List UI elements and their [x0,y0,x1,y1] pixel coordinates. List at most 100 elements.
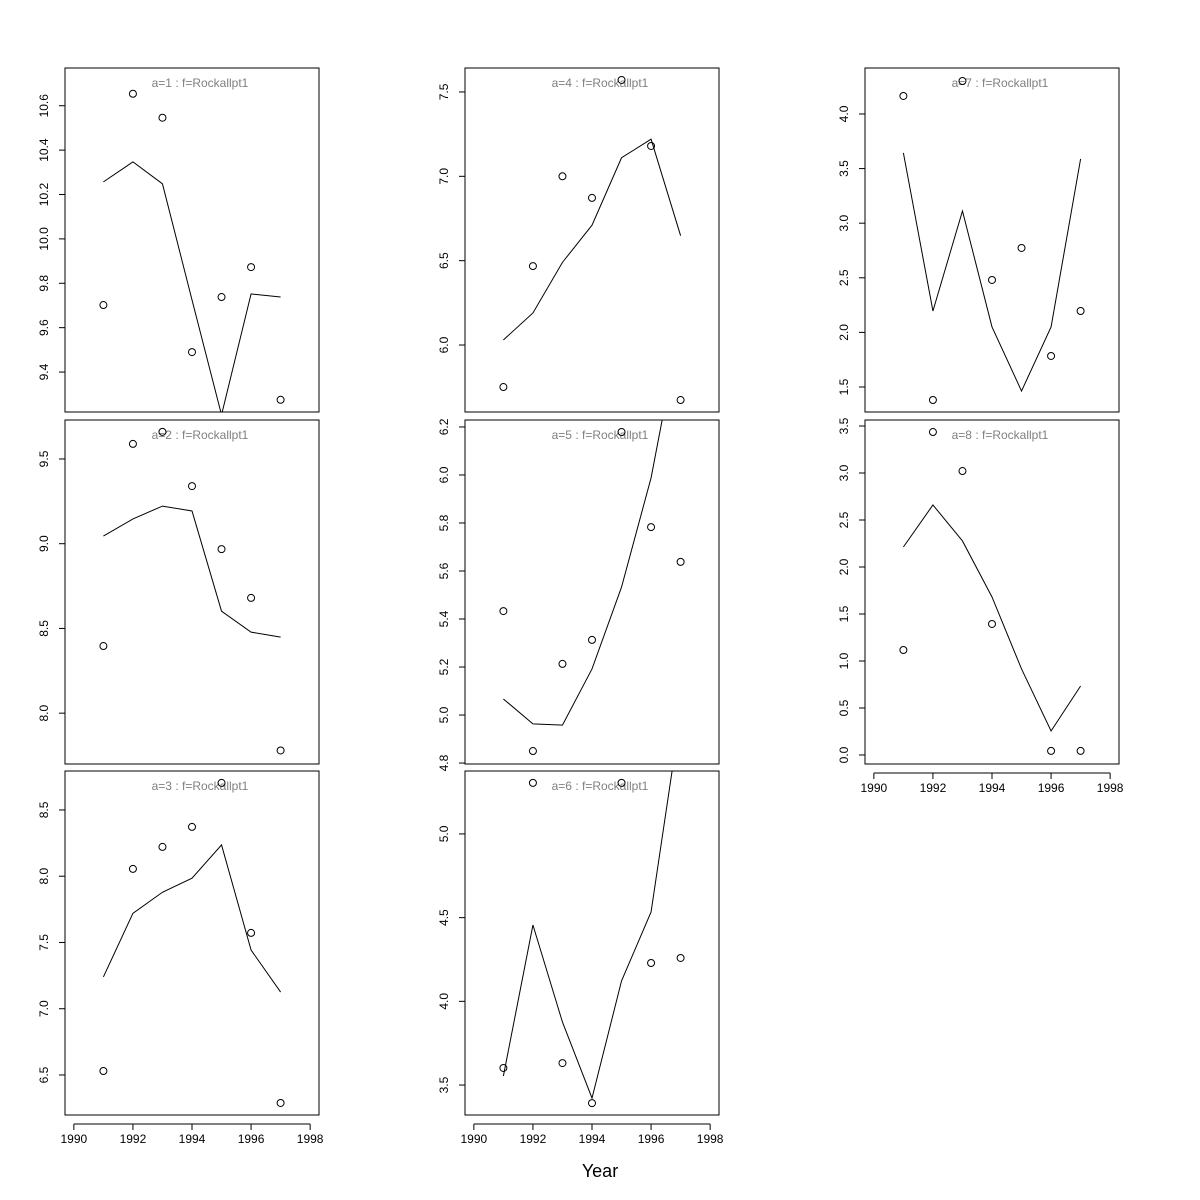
y-tick-label: 10.4 [37,138,51,162]
y-tick-label: 7.5 [437,83,451,100]
fitted-line [502,771,673,1100]
point [188,822,196,831]
y-tick-label: 9.0 [37,535,51,552]
point [276,746,285,755]
plot-area [99,89,285,412]
y-tick-label: 3.5 [437,1076,451,1093]
point [676,396,685,405]
y-tick-label: 4.0 [437,993,451,1010]
y-tick-label: 3.5 [837,417,851,434]
x-tick-label: 1990 [461,1132,488,1146]
y-tick-label: 8.5 [37,801,51,818]
point [647,523,656,532]
y-tick-label: 5.6 [437,562,451,579]
x-tick-label: 1998 [697,1132,724,1146]
plot-area [99,778,285,1107]
y-tick-label: 7.0 [37,1000,51,1017]
point [499,607,508,616]
point [188,348,196,357]
y-tick-label: 0.5 [837,699,851,716]
point [128,439,137,448]
point [928,395,937,404]
y-tick-label: 3.0 [837,464,851,481]
panel-frame [864,67,1120,413]
point [217,293,226,302]
point [617,75,626,84]
y-tick-label: 8.0 [37,868,51,885]
point [1047,746,1056,755]
point [899,91,908,100]
plot-area [499,420,685,756]
panel-frame [64,419,320,765]
y-tick-label: 1.5 [837,378,851,395]
point [928,428,937,437]
x-tick-label: 1990 [61,1132,88,1146]
panel-frame [464,67,720,413]
point [1017,243,1026,252]
y-tick-label: 6.2 [437,418,451,435]
point [676,953,685,962]
x-tick-label: 1996 [1038,781,1065,795]
point [558,1059,567,1068]
x-tick-label: 1992 [120,1132,147,1146]
panel-frame [464,419,720,765]
x-tick-label: 1998 [297,1132,324,1146]
y-tick-label: 4.8 [437,754,451,771]
y-tick-label: 9.5 [37,450,51,467]
point [588,635,596,644]
panel-title: a=6 : f=Rockallpt1 [552,779,649,793]
panel-title: a=7 : f=Rockallpt1 [952,76,1049,90]
panel-title: a=5 : f=Rockallpt1 [552,428,649,442]
fitted-line [103,505,281,638]
y-tick-label: 2.5 [837,511,851,528]
fitted-line [503,420,663,726]
point [247,593,256,602]
fitted-line [902,152,1082,393]
plot-area [499,75,685,405]
y-tick-label: 2.0 [837,558,851,575]
y-tick-label: 7.5 [37,934,51,951]
point [158,113,167,122]
point [276,395,285,404]
point [158,427,167,436]
point [217,778,226,787]
fitted-line [902,504,1082,733]
y-tick-label: 3.5 [837,160,851,177]
point [528,778,537,787]
y-tick-label: 10.0 [37,227,51,251]
panel-frame [464,770,720,1116]
point [588,193,596,202]
fitted-line [102,843,282,993]
x-tick-label: 1994 [579,1132,606,1146]
x-tick-label: 1996 [238,1132,265,1146]
point [988,619,996,628]
plot-area [899,428,1085,755]
y-tick-label: 8.0 [37,704,51,721]
y-tick-label: 9.8 [37,275,51,292]
y-tick-label: 5.2 [437,658,451,675]
y-tick-label: 5.0 [437,825,451,842]
y-tick-label: 1.0 [837,652,851,669]
point [958,76,967,85]
panel-title: a=4 : f=Rockallpt1 [552,76,649,90]
point [247,263,256,272]
y-tick-label: 10.2 [37,183,51,207]
point [128,89,137,98]
point [128,864,137,873]
y-tick-label: 4.5 [437,909,451,926]
fitted-line [503,138,682,341]
x-tick-label: 1994 [179,1132,206,1146]
point [247,928,256,937]
plot-area [99,427,285,755]
point [217,545,226,554]
plot-area [499,771,685,1108]
y-tick-label: 4.0 [837,105,851,122]
panel-frame [864,419,1120,765]
point [499,1063,508,1072]
y-tick-label: 1.5 [837,605,851,622]
point [558,659,567,668]
panel-frame [64,770,320,1116]
y-tick-label: 8.5 [37,620,51,637]
point [899,645,908,654]
